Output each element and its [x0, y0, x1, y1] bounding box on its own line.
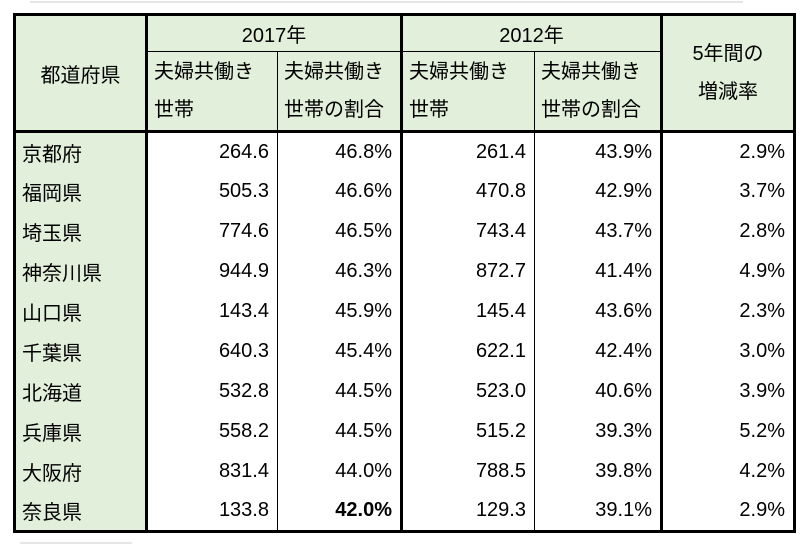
- prefecture-cell: 奈良県: [14, 491, 148, 532]
- households-2017-cell: 774.6: [146, 211, 278, 252]
- subheader-ratio-2017: 夫婦共働き 世帯の割合: [277, 51, 403, 133]
- prefecture-cell: 福岡県: [14, 171, 148, 212]
- households-2017-cell: 640.3: [146, 331, 278, 372]
- prefecture-cell: 千葉県: [14, 331, 148, 372]
- subheader-ratio-2012: 夫婦共働き 世帯の割合: [534, 51, 663, 133]
- table-row: 埼玉県 774.6 46.5% 743.4 43.7% 2.8%: [14, 211, 795, 252]
- ratio-2017-cell: 46.3%: [277, 251, 403, 292]
- table-row: 千葉県 640.3 45.4% 622.1 42.4% 3.0%: [14, 331, 795, 372]
- ratio-2012-cell: 42.9%: [534, 171, 663, 212]
- change-rate-cell: 3.0%: [661, 331, 795, 372]
- households-2012-cell: 622.1: [401, 331, 535, 372]
- table-row: 神奈川県 944.9 46.3% 872.7 41.4% 4.9%: [14, 251, 795, 292]
- header-year-2012: 2012年: [401, 14, 663, 52]
- ratio-2017-cell: 45.4%: [277, 331, 403, 372]
- ratio-2012-cell: 43.7%: [534, 211, 663, 252]
- prefecture-cell: 北海道: [14, 371, 148, 412]
- households-2017-cell: 133.8: [146, 491, 278, 532]
- ratio-2012-cell: 40.6%: [534, 371, 663, 412]
- change-rate-cell: 2.9%: [661, 491, 795, 532]
- ratio-2017-cell: 46.5%: [277, 211, 403, 252]
- prefecture-cell: 神奈川県: [14, 251, 148, 292]
- change-rate-cell: 2.8%: [661, 211, 795, 252]
- change-rate-cell: 5.2%: [661, 411, 795, 452]
- prefecture-cell: 兵庫県: [14, 411, 148, 452]
- ratio-2012-cell: 39.8%: [534, 451, 663, 492]
- ratio-2012-cell: 43.6%: [534, 291, 663, 332]
- dual-income-households-table: 都道府県 2017年 2012年 5年間の 増減率 夫婦共働き 世帯 夫婦共働き…: [13, 13, 796, 533]
- crop-artifact-top: [30, 1, 743, 3]
- ratio-2012-cell: 43.9%: [534, 131, 663, 172]
- households-2017-cell: 505.3: [146, 171, 278, 212]
- prefecture-cell: 山口県: [14, 291, 148, 332]
- table-row: 兵庫県 558.2 44.5% 515.2 39.3% 5.2%: [14, 411, 795, 452]
- households-2012-cell: 523.0: [401, 371, 535, 412]
- prefecture-cell: 大阪府: [14, 451, 148, 492]
- subheader-households-2017: 夫婦共働き 世帯: [146, 51, 278, 133]
- table-row: 山口県 143.4 45.9% 145.4 43.6% 2.3%: [14, 291, 795, 332]
- subheader-households-2012: 夫婦共働き 世帯: [401, 51, 535, 133]
- change-rate-cell: 4.2%: [661, 451, 795, 492]
- ratio-2017-cell: 46.6%: [277, 171, 403, 212]
- ratio-2017-cell: 44.5%: [277, 371, 403, 412]
- table-header: 都道府県 2017年 2012年 5年間の 増減率 夫婦共働き 世帯 夫婦共働き…: [14, 14, 795, 133]
- households-2017-cell: 143.4: [146, 291, 278, 332]
- ratio-2012-cell: 39.1%: [534, 491, 663, 532]
- ratio-2012-cell: 41.4%: [534, 251, 663, 292]
- households-2017-cell: 532.8: [146, 371, 278, 412]
- header-prefecture: 都道府県: [14, 14, 148, 133]
- households-2012-cell: 129.3: [401, 491, 535, 532]
- table-row: 奈良県 133.8 42.0% 129.3 39.1% 2.9%: [14, 491, 795, 532]
- households-2012-cell: 470.8: [401, 171, 535, 212]
- households-2012-cell: 788.5: [401, 451, 535, 492]
- ratio-2012-cell: 39.3%: [534, 411, 663, 452]
- households-2017-cell: 558.2: [146, 411, 278, 452]
- households-2017-cell: 264.6: [146, 131, 278, 172]
- ratio-2017-cell: 44.5%: [277, 411, 403, 452]
- ratio-2017-cell-emphasized: 42.0%: [277, 491, 403, 532]
- table-row: 福岡県 505.3 46.6% 470.8 42.9% 3.7%: [14, 171, 795, 212]
- change-rate-cell: 4.9%: [661, 251, 795, 292]
- households-2012-cell: 261.4: [401, 131, 535, 172]
- prefecture-cell: 埼玉県: [14, 211, 148, 252]
- header-year-2017: 2017年: [146, 14, 403, 52]
- table-body: 京都府 264.6 46.8% 261.4 43.9% 2.9% 福岡県 505…: [14, 131, 795, 532]
- table-row: 北海道 532.8 44.5% 523.0 40.6% 3.9%: [14, 371, 795, 412]
- households-2012-cell: 515.2: [401, 411, 535, 452]
- households-2017-cell: 831.4: [146, 451, 278, 492]
- prefecture-cell: 京都府: [14, 131, 148, 172]
- change-rate-cell: 3.7%: [661, 171, 795, 212]
- ratio-2017-cell: 45.9%: [277, 291, 403, 332]
- households-2012-cell: 145.4: [401, 291, 535, 332]
- header-change-rate: 5年間の 増減率: [661, 14, 795, 133]
- households-2012-cell: 743.4: [401, 211, 535, 252]
- header-sub-row: 夫婦共働き 世帯 夫婦共働き 世帯の割合 夫婦共働き 世帯 夫婦共働き 世帯の割…: [15, 51, 795, 133]
- change-rate-cell: 2.3%: [661, 291, 795, 332]
- crop-artifact-bottom: [20, 542, 132, 544]
- change-rate-cell: 2.9%: [661, 131, 795, 172]
- table-row: 大阪府 831.4 44.0% 788.5 39.8% 4.2%: [14, 451, 795, 492]
- header-year-row: 都道府県 2017年 2012年 5年間の 増減率: [14, 14, 795, 133]
- ratio-2012-cell: 42.4%: [534, 331, 663, 372]
- ratio-2017-cell: 44.0%: [277, 451, 403, 492]
- households-2012-cell: 872.7: [401, 251, 535, 292]
- table-row: 京都府 264.6 46.8% 261.4 43.9% 2.9%: [14, 131, 795, 172]
- households-2017-cell: 944.9: [146, 251, 278, 292]
- change-rate-cell: 3.9%: [661, 371, 795, 412]
- ratio-2017-cell: 46.8%: [277, 131, 403, 172]
